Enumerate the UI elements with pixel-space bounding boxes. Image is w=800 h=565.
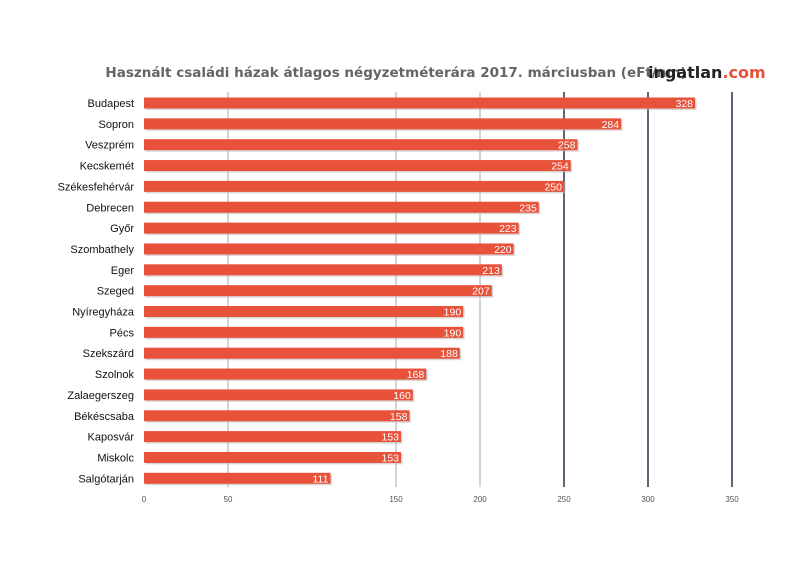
bar-value-label: 220 (494, 244, 512, 256)
bar-value-label: 153 (382, 432, 400, 444)
bar-value-label: 111 (313, 473, 329, 485)
category-label: Salgótarján (78, 473, 134, 485)
x-tick-label: 50 (224, 495, 233, 504)
bar-value-label: 160 (393, 390, 411, 402)
bar-value-label: 207 (472, 286, 490, 298)
category-label: Miskolc (97, 452, 134, 464)
x-tick-label: 350 (725, 495, 739, 504)
category-label: Zalaegerszeg (67, 390, 134, 402)
bar-budapest (144, 97, 696, 109)
category-label: Kaposvár (88, 432, 135, 444)
bar-veszprém (144, 139, 578, 151)
bar-szolnok (144, 368, 427, 380)
brand-logo: ingatlan.com (648, 63, 766, 82)
category-labels: Budapest Sopron Veszprém Kecskemét Székesfeh… (58, 98, 135, 485)
category-label: Veszprém (85, 140, 134, 152)
x-tick-label: 250 (557, 495, 571, 504)
bar-value-label: 190 (444, 327, 462, 339)
category-label: Szeged (97, 286, 134, 298)
category-label: Székesfehérvár (58, 181, 135, 193)
bar-nyíregyháza (144, 306, 464, 317)
category-label: Szekszárd (83, 348, 134, 360)
bar-kecskemét (144, 160, 571, 172)
x-tick-label: 150 (389, 495, 403, 504)
bar-value-label: 328 (676, 98, 694, 110)
bar-value-label: 235 (519, 202, 537, 214)
category-label: Eger (111, 265, 135, 277)
bar-pécs (144, 326, 464, 338)
bar-value-label: 254 (551, 161, 569, 173)
category-label: Békéscsaba (74, 411, 135, 423)
bar-győr (144, 222, 519, 234)
category-label: Debrecen (86, 202, 134, 214)
bar-kaposvár (144, 431, 402, 443)
category-label: Szolnok (95, 369, 135, 381)
category-label: Pécs (110, 327, 135, 339)
bar-value-label: 158 (390, 411, 408, 423)
bar-sopron (144, 118, 622, 130)
bar-value-label: 168 (407, 369, 425, 381)
bar-székesfehérvár (144, 180, 564, 192)
bar-békéscsaba (144, 410, 410, 422)
chart-title: Használt családi házak átlagos négyzetmé… (105, 65, 686, 81)
category-label: Nyíregyháza (72, 307, 135, 319)
category-label: Szombathely (70, 244, 134, 256)
x-axis-ticks: 0 50 150 200 250 300 350 (142, 495, 739, 504)
x-tick-label: 0 (142, 495, 147, 504)
x-tick-label: 300 (641, 495, 655, 504)
bar-szekszárd (144, 347, 460, 359)
bar-value-label: 258 (558, 140, 576, 152)
category-label: Budapest (88, 98, 134, 110)
bar-value-label: 190 (444, 307, 462, 319)
brand-name: ingatlan (648, 63, 722, 82)
bar-miskolc (144, 451, 402, 463)
category-label: Győr (110, 223, 134, 235)
bar-value-label: 153 (382, 452, 400, 464)
bar-value-label: 223 (499, 223, 517, 235)
brand-suffix: .com (722, 63, 765, 82)
bar-szombathely (144, 243, 514, 255)
bar-szeged (144, 285, 492, 297)
category-label: Sopron (99, 119, 134, 131)
bar-value-label: 213 (482, 265, 500, 277)
x-tick-label: 200 (473, 495, 487, 504)
bar-value-label: 188 (440, 348, 458, 360)
bar-value-label: 250 (544, 181, 562, 193)
bar-eger (144, 264, 502, 276)
bar-zalaegerszeg (144, 389, 413, 401)
bar-debrecen (144, 201, 539, 213)
category-label: Kecskemét (80, 161, 134, 173)
bar-value-label: 284 (602, 119, 620, 131)
bar-salgótarján (144, 472, 331, 484)
